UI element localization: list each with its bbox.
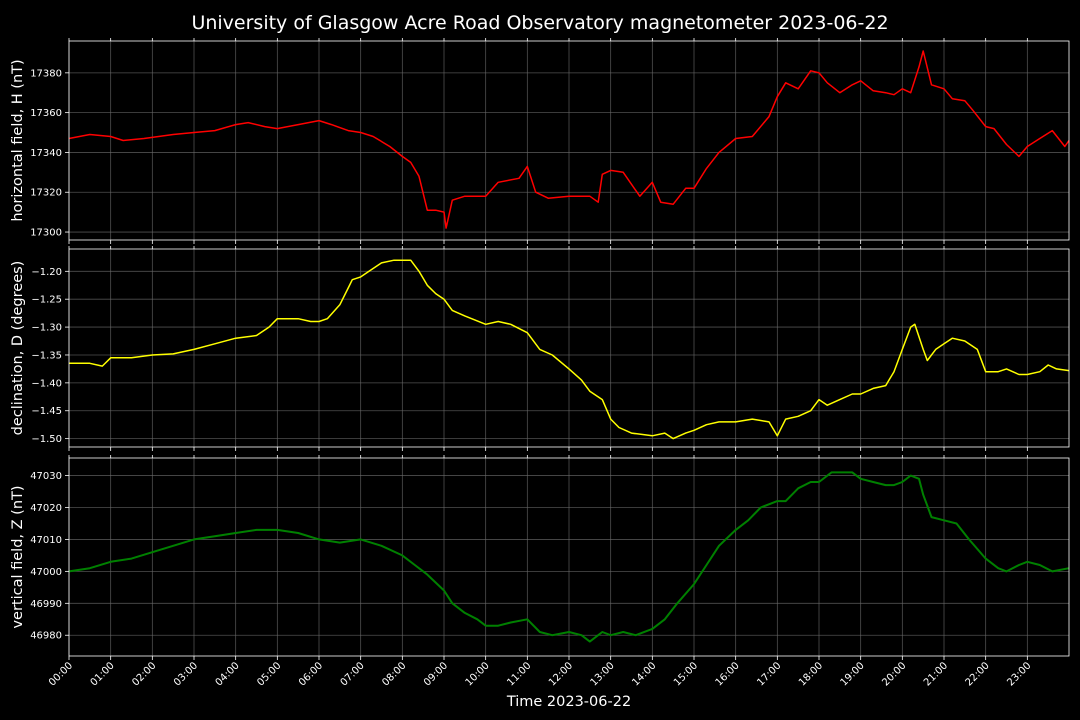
x-tick-label: 08:00 [380,660,408,688]
y-axis-label: vertical field, Z (nT) [10,485,26,628]
x-tick-label: 23:00 [1005,660,1033,688]
x-tick-label: 19:00 [839,660,867,688]
y-tick-label: 17380 [30,68,62,79]
panel-z-field: 00:00 01:00 02:00 03:00 04:00 05:00 06:00 07:00… [10,455,1070,689]
x-axis-label: Time 2023-06-22 [506,694,631,710]
y-tick-label: 47000 [30,567,62,578]
y-tick-label: 17340 [30,148,62,159]
y-tick-label: −1.25 [31,295,62,306]
y-tick-label: −1.45 [31,406,62,417]
plot-frame [68,248,1070,448]
x-tick-label: 03:00 [172,660,200,688]
x-tick-label: 05:00 [255,660,283,688]
x-tick-label: 20:00 [880,660,908,688]
x-tick-label: 09:00 [422,660,450,688]
x-tick-label: 10:00 [464,660,492,688]
y-tick-label: 17360 [30,108,62,119]
y-tick-label: −1.20 [31,267,62,278]
x-tick-label: 01:00 [89,660,117,688]
x-tick-label: 12:00 [547,660,575,688]
x-tick-label: 02:00 [130,660,158,688]
x-tick-label: 07:00 [339,660,367,688]
x-tick-label: 15:00 [672,660,700,688]
y-tick-label: 17300 [30,228,62,239]
h-field-series-line [68,50,1070,229]
y-tick-label: 47020 [30,503,62,514]
chart-title: University of Glasgow Acre Road Observat… [191,12,888,34]
panel-h-field: 17300 17320 17340 17360 17380 horizontal fiel… [10,38,1070,244]
x-tick-label: 21:00 [922,660,950,688]
y-axis-label: declination, D (degrees) [10,261,26,436]
x-tick-label: 14:00 [630,660,658,688]
x-tick-label: 18:00 [797,660,825,688]
y-tick-label: 47030 [30,471,62,482]
y-tick-label: 46980 [30,631,62,642]
y-tick-label: −1.40 [31,378,62,389]
x-tick-label: 04:00 [214,660,242,688]
y-tick-label: 17320 [30,188,62,199]
x-tick-label: 06:00 [297,660,325,688]
x-tick-label: 17:00 [755,660,783,688]
y-tick-label: −1.30 [31,323,62,334]
plot-frame [68,40,1070,241]
x-tick-label: 11:00 [505,660,533,688]
y-tick-label: −1.50 [31,434,62,445]
plot-frame [68,457,1070,657]
panel-declination: −1.20 −1.25 −1.30 −1.35 −1.40 −1.45 −1.50 decli… [10,246,1070,451]
y-tick-label: 46990 [30,599,62,610]
z-field-series-line [68,471,1070,643]
y-tick-label: −1.35 [31,350,62,361]
x-tick-label: 22:00 [964,660,992,688]
y-axis-label: horizontal field, H (nT) [10,59,26,221]
x-tick-label: 00:00 [47,660,75,688]
x-tick-label: 16:00 [714,660,742,688]
x-tick-label: 13:00 [589,660,617,688]
declination-series-line [69,259,1070,440]
y-tick-label: 47010 [30,535,62,546]
